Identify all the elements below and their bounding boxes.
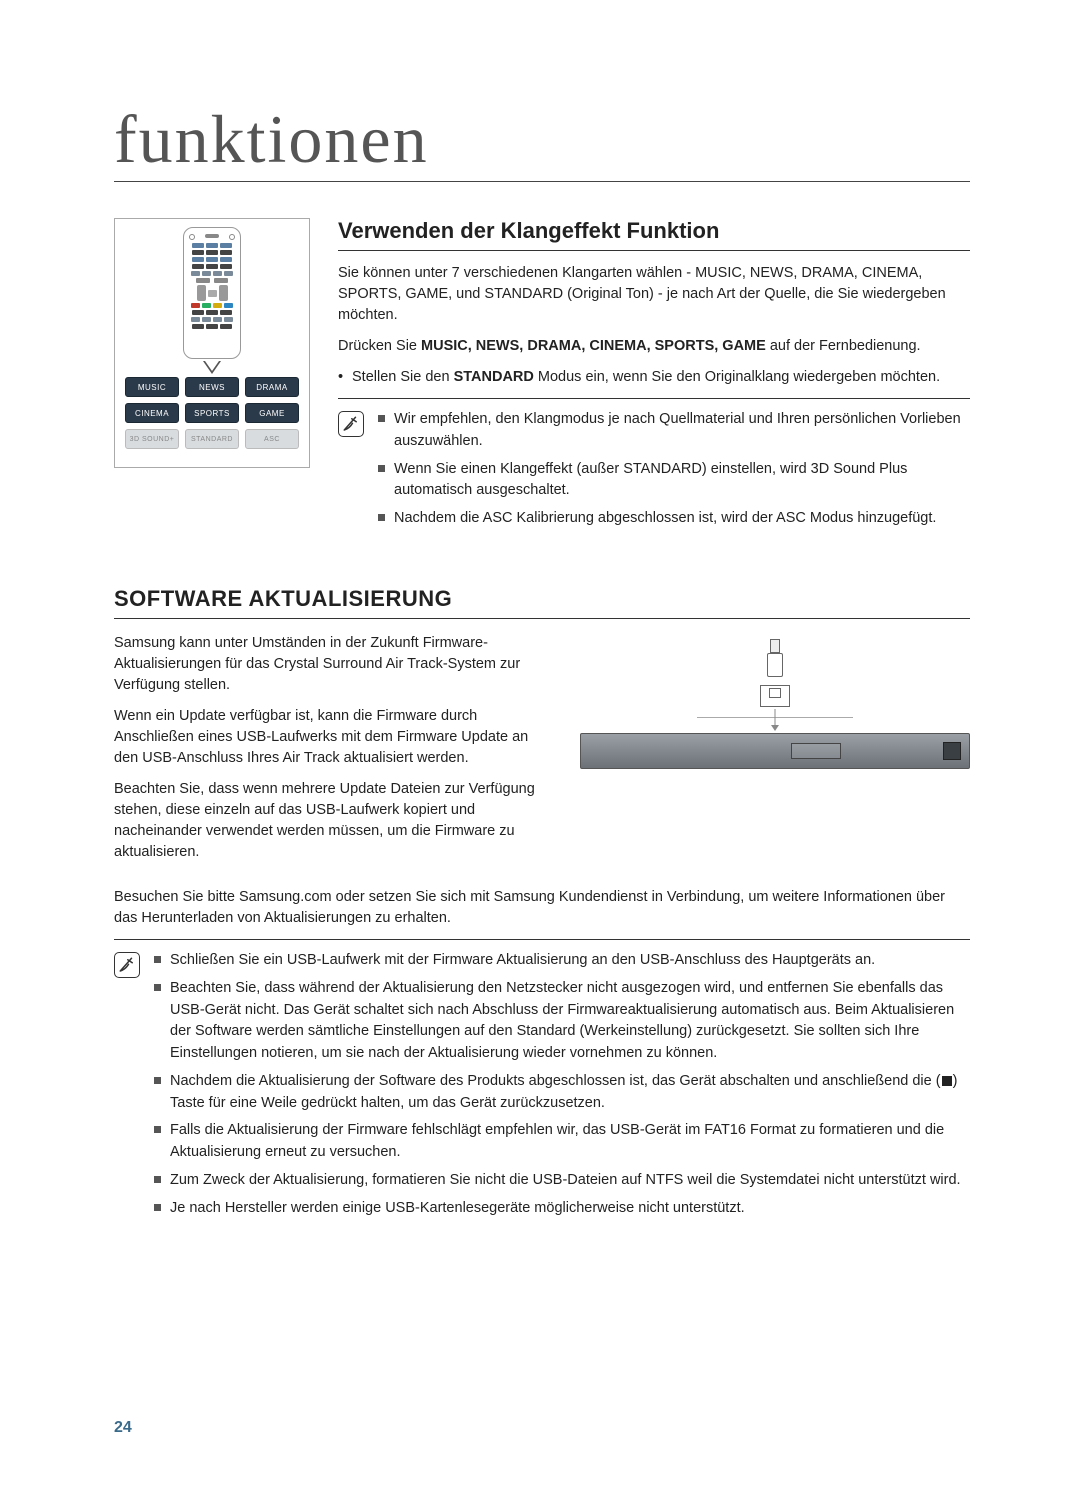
- mode-btn-standard: STANDARD: [185, 429, 239, 449]
- note-icon: [338, 411, 364, 437]
- mode-btn-3dsound: 3D SOUND+: [125, 429, 179, 449]
- software-update-text: Samsung kann unter Umständen in der Zuku…: [114, 633, 554, 873]
- sound-effect-intro: Sie können unter 7 verschiedenen Klangar…: [338, 263, 970, 326]
- software-update-row: Samsung kann unter Umständen in der Zuku…: [114, 633, 970, 873]
- sound-note-item: Nachdem die ASC Kalibrierung abgeschloss…: [378, 508, 970, 530]
- software-note-item: Schließen Sie ein USB-Laufwerk mit der F…: [154, 950, 970, 972]
- remote-figure: MUSIC NEWS DRAMA CINEMA SPORTS GAME 3D S…: [114, 218, 310, 468]
- note-icon: [114, 952, 140, 978]
- sound-notes-list: Wir empfehlen, den Klangmodus je nach Qu…: [378, 409, 970, 536]
- remote-column: MUSIC NEWS DRAMA CINEMA SPORTS GAME 3D S…: [114, 218, 310, 536]
- sound-effect-instruction: Drücken Sie MUSIC, NEWS, DRAMA, CINEMA, …: [338, 336, 970, 357]
- software-note-item: Falls die Aktualisierung der Firmware fe…: [154, 1120, 970, 1164]
- arrow-down-icon: [771, 725, 779, 731]
- page-title: funktionen: [114, 100, 970, 182]
- software-para: Beachten Sie, dass wenn mehrere Update D…: [114, 779, 554, 863]
- callout-arrow-icon: [203, 361, 221, 374]
- remote-body: [183, 227, 241, 359]
- mode-btn-game: GAME: [245, 403, 299, 423]
- sound-effect-bullet: Stellen Sie den STANDARD Modus ein, wenn…: [338, 367, 970, 388]
- soundbar-icon: [580, 733, 970, 769]
- software-note-item: Zum Zweck der Aktualisierung, formatiere…: [154, 1170, 970, 1192]
- mode-btn-drama: DRAMA: [245, 377, 299, 397]
- mode-btn-news: NEWS: [185, 377, 239, 397]
- usb-stick-icon: [767, 639, 783, 679]
- software-note-item: Nachdem die Aktualisierung der Software …: [154, 1071, 970, 1115]
- mode-btn-music: MUSIC: [125, 377, 179, 397]
- software-note-item: Je nach Hersteller werden einige USB-Kar…: [154, 1198, 970, 1220]
- software-update-heading: SOFTWARE AKTUALISIERUNG: [114, 586, 970, 619]
- sound-note-block: Wir empfehlen, den Klangmodus je nach Qu…: [338, 398, 970, 536]
- stop-icon: [942, 1076, 952, 1086]
- device-figure: [580, 633, 970, 769]
- software-para: Wenn ein Update verfügbar ist, kann die …: [114, 706, 554, 769]
- sound-effect-bullet-list: Stellen Sie den STANDARD Modus ein, wenn…: [338, 367, 970, 388]
- mode-btn-asc: ASC: [245, 429, 299, 449]
- sound-effect-heading: Verwenden der Klangeffekt Funktion: [338, 218, 970, 251]
- page-number: 24: [114, 1419, 132, 1437]
- software-note-block: Schließen Sie ein USB-Laufwerk mit der F…: [114, 939, 970, 1225]
- software-para-full: Besuchen Sie bitte Samsung.com oder setz…: [114, 887, 970, 929]
- mode-btn-cinema: CINEMA: [125, 403, 179, 423]
- sound-effect-section: MUSIC NEWS DRAMA CINEMA SPORTS GAME 3D S…: [114, 218, 970, 536]
- sound-note-item: Wir empfehlen, den Klangmodus je nach Qu…: [378, 409, 970, 453]
- sound-note-item: Wenn Sie einen Klangeffekt (außer STANDA…: [378, 459, 970, 503]
- sound-effect-content: Verwenden der Klangeffekt Funktion Sie k…: [338, 218, 970, 536]
- software-update-section: SOFTWARE AKTUALISIERUNG Samsung kann unt…: [114, 586, 970, 1225]
- usb-port-icon: [760, 685, 790, 707]
- software-notes-list: Schließen Sie ein USB-Laufwerk mit der F…: [154, 950, 970, 1225]
- software-para: Samsung kann unter Umständen in der Zuku…: [114, 633, 554, 696]
- remote-mode-buttons: MUSIC NEWS DRAMA CINEMA SPORTS GAME 3D S…: [125, 377, 299, 459]
- software-note-item: Beachten Sie, dass während der Aktualisi…: [154, 978, 970, 1065]
- mode-btn-sports: SPORTS: [185, 403, 239, 423]
